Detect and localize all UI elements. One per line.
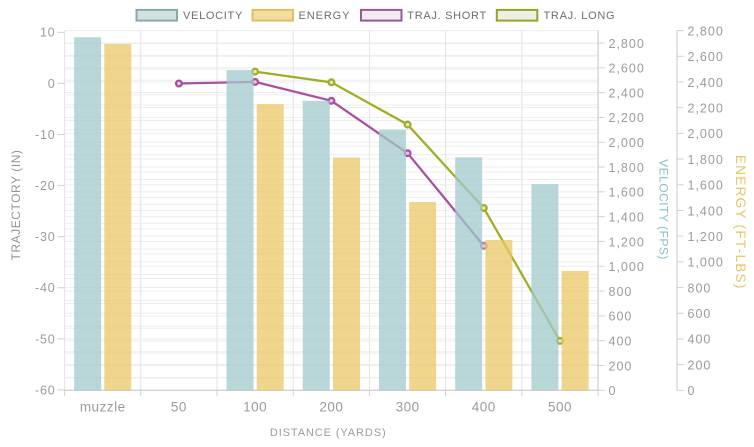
svg-text:400: 400 xyxy=(688,333,712,347)
svg-text:1,800: 1,800 xyxy=(688,153,724,167)
svg-text:100: 100 xyxy=(243,400,267,415)
svg-text:0: 0 xyxy=(48,77,56,91)
svg-text:-30: -30 xyxy=(35,230,55,244)
svg-text:800: 800 xyxy=(609,285,633,299)
svg-text:1,000: 1,000 xyxy=(688,256,724,270)
svg-text:300: 300 xyxy=(396,400,420,415)
svg-text:1,400: 1,400 xyxy=(688,204,724,218)
svg-text:1,200: 1,200 xyxy=(688,230,724,244)
svg-text:0: 0 xyxy=(688,384,696,398)
svg-text:1,600: 1,600 xyxy=(688,179,724,193)
svg-text:600: 600 xyxy=(609,310,633,324)
svg-text:1,600: 1,600 xyxy=(609,186,645,200)
svg-text:2,200: 2,200 xyxy=(609,111,645,125)
svg-text:50: 50 xyxy=(171,400,187,415)
svg-text:ENERGY (FT-LBS): ENERGY (FT-LBS) xyxy=(733,155,748,290)
svg-text:10: 10 xyxy=(40,26,56,40)
svg-text:2,400: 2,400 xyxy=(609,86,645,100)
svg-text:0: 0 xyxy=(609,384,617,398)
svg-text:500: 500 xyxy=(548,400,572,415)
svg-text:1,200: 1,200 xyxy=(609,235,645,249)
svg-text:2,000: 2,000 xyxy=(688,127,724,141)
svg-text:2,200: 2,200 xyxy=(688,101,724,115)
svg-text:TRAJ. LONG: TRAJ. LONG xyxy=(544,10,616,22)
svg-text:-60: -60 xyxy=(35,383,55,397)
svg-text:2,000: 2,000 xyxy=(609,136,645,150)
svg-text:-10: -10 xyxy=(35,128,55,142)
svg-text:VELOCITY: VELOCITY xyxy=(183,10,243,22)
svg-text:TRAJ. SHORT: TRAJ. SHORT xyxy=(407,10,487,22)
svg-text:400: 400 xyxy=(609,334,633,348)
svg-text:200: 200 xyxy=(319,400,343,415)
svg-text:ENERGY: ENERGY xyxy=(299,10,351,22)
svg-text:muzzle: muzzle xyxy=(80,400,126,415)
svg-text:1,400: 1,400 xyxy=(609,210,645,224)
svg-text:200: 200 xyxy=(609,359,633,373)
svg-text:-20: -20 xyxy=(35,179,55,193)
svg-text:800: 800 xyxy=(688,281,712,295)
svg-text:200: 200 xyxy=(688,358,712,372)
svg-text:2,800: 2,800 xyxy=(688,24,724,38)
svg-text:1,000: 1,000 xyxy=(609,260,645,274)
svg-text:2,600: 2,600 xyxy=(609,62,645,76)
svg-text:-40: -40 xyxy=(35,281,55,295)
svg-text:400: 400 xyxy=(472,400,496,415)
svg-text:1,800: 1,800 xyxy=(609,161,645,175)
svg-text:2,800: 2,800 xyxy=(609,37,645,51)
svg-text:2,400: 2,400 xyxy=(688,76,724,90)
svg-text:TRAJECTORY (IN): TRAJECTORY (IN) xyxy=(9,150,23,261)
svg-text:-50: -50 xyxy=(35,332,55,346)
svg-text:DISTANCE (YARDS): DISTANCE (YARDS) xyxy=(270,427,387,439)
svg-text:2,600: 2,600 xyxy=(688,50,724,64)
svg-text:600: 600 xyxy=(688,307,712,321)
svg-text:VELOCITY (FPS): VELOCITY (FPS) xyxy=(657,159,671,260)
